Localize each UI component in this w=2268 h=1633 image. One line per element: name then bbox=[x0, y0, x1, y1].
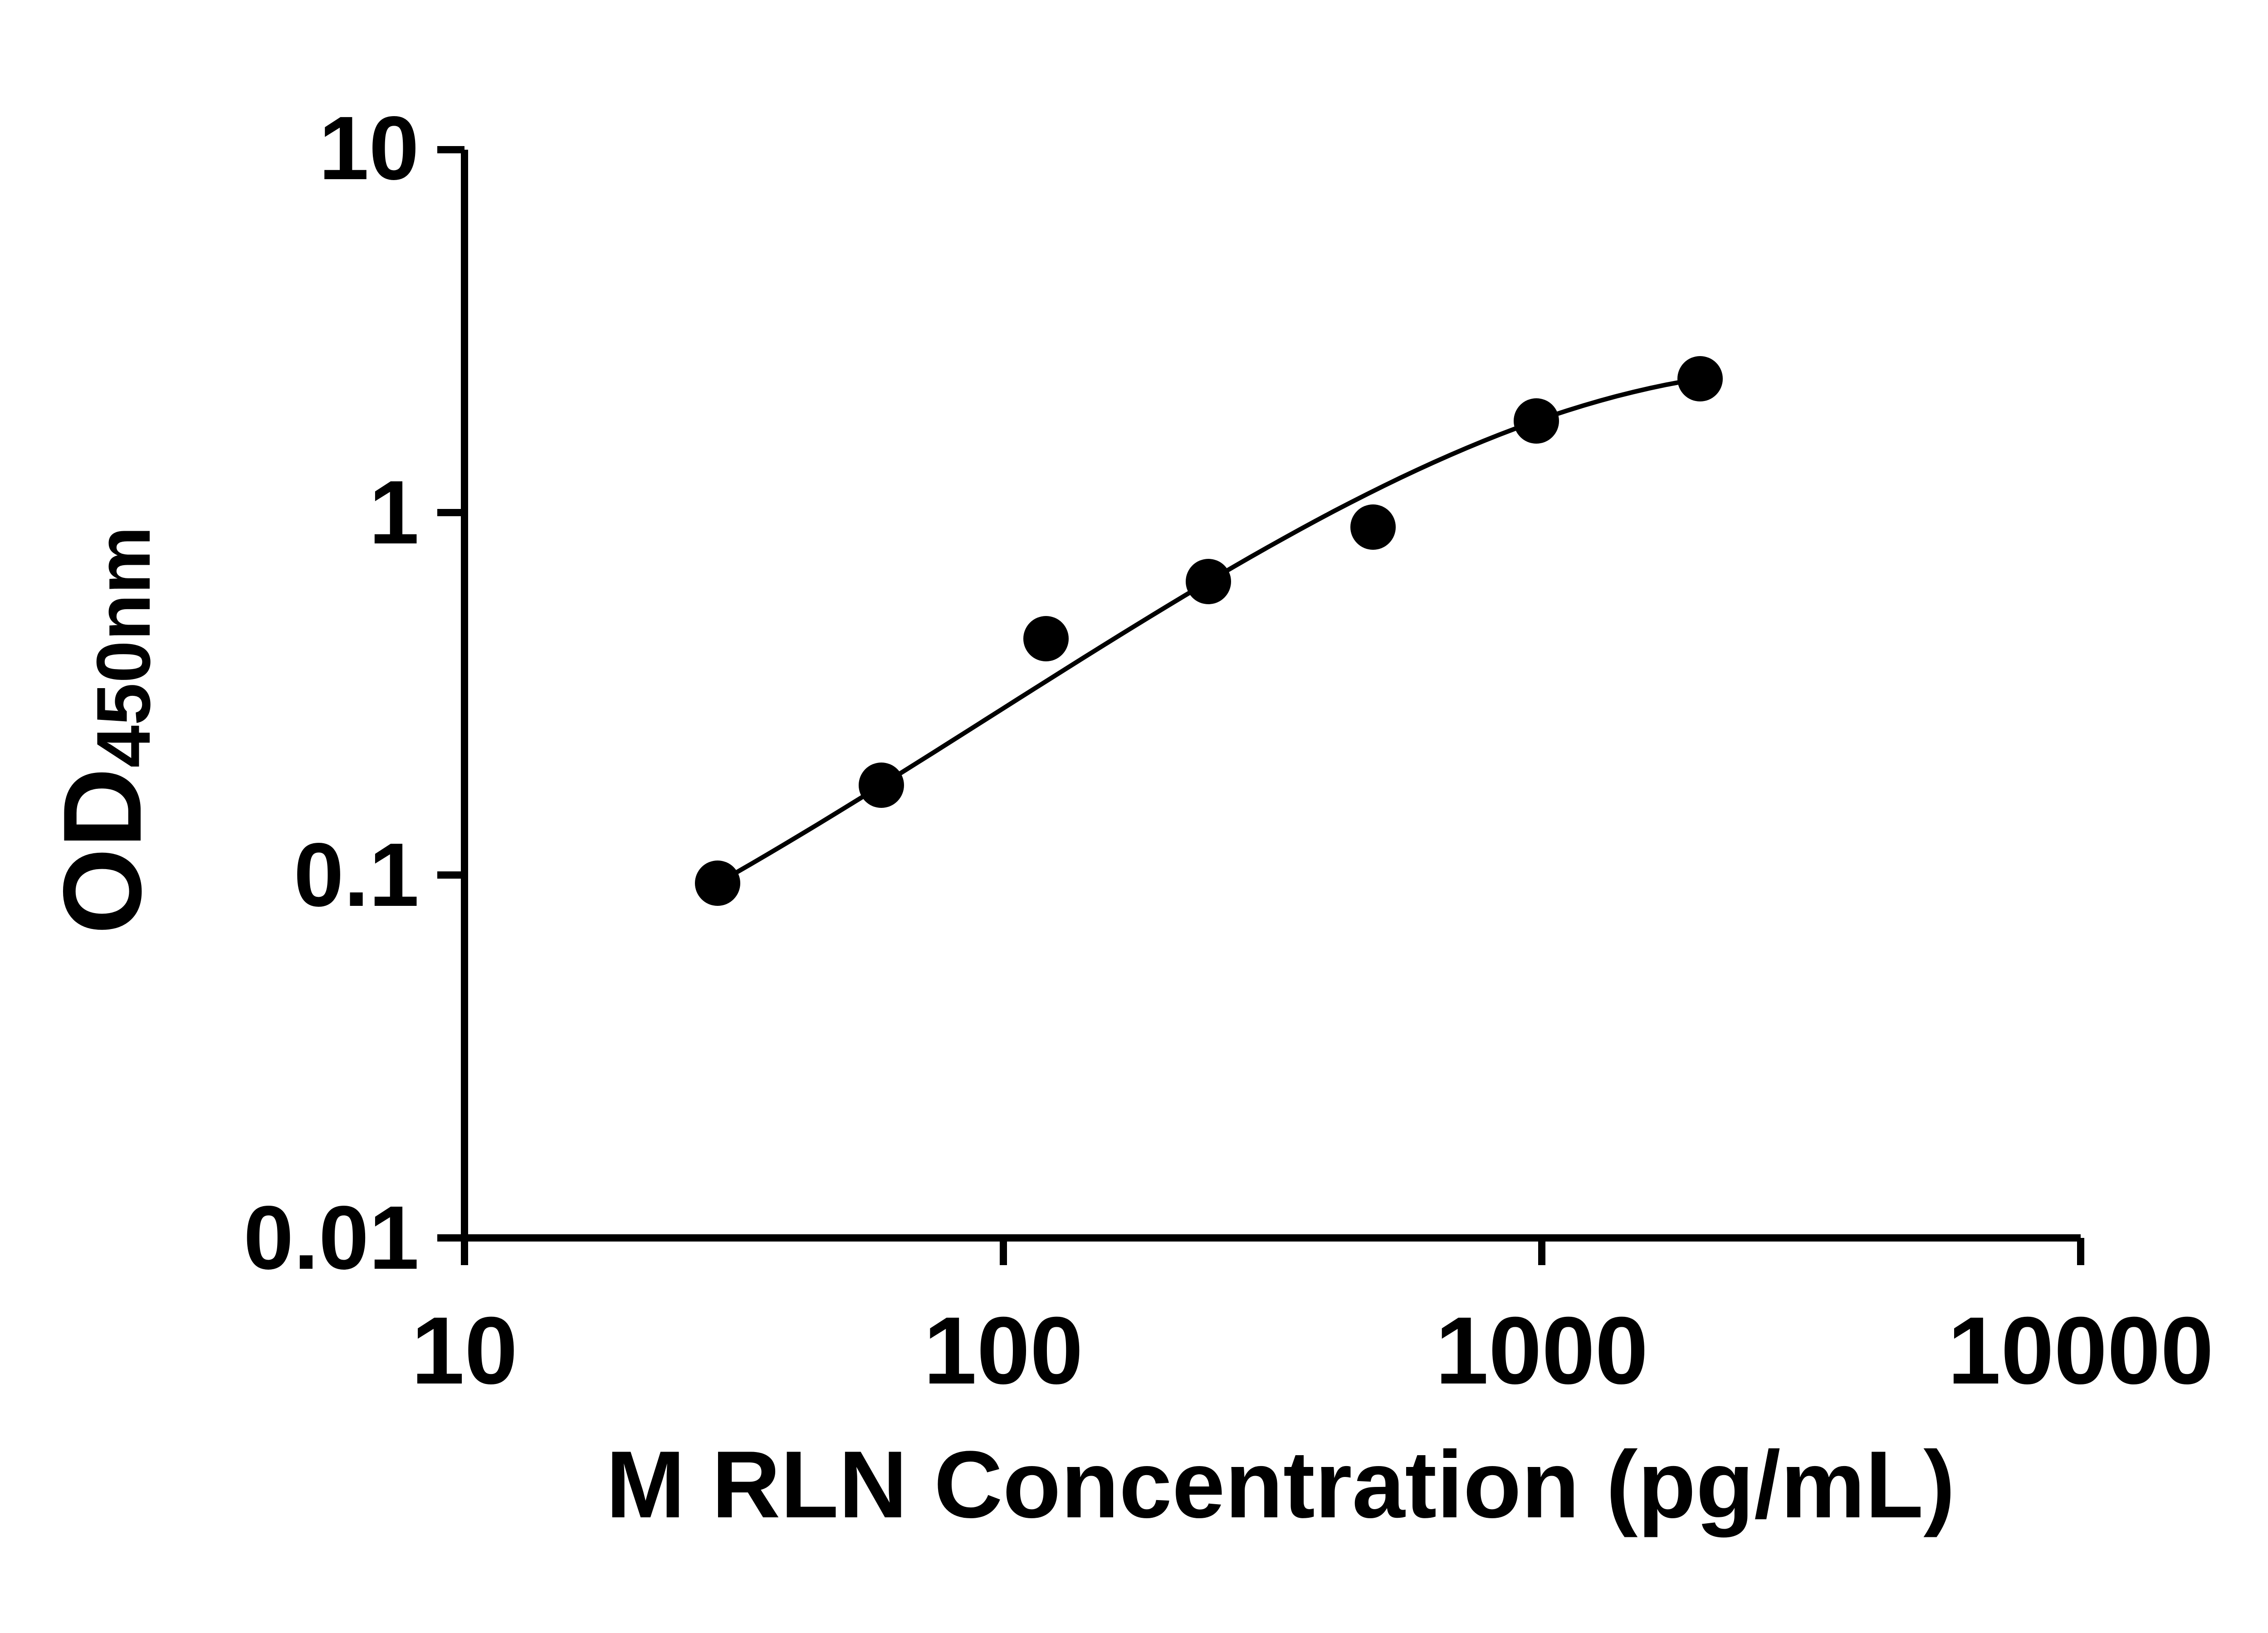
svg-text:0.01: 0.01 bbox=[244, 1188, 419, 1288]
svg-text:10000: 10000 bbox=[1948, 1297, 2214, 1404]
svg-text:10: 10 bbox=[319, 98, 419, 199]
svg-text:10: 10 bbox=[411, 1297, 518, 1404]
svg-text:100: 100 bbox=[924, 1297, 1083, 1404]
svg-text:M RLN Concentration (pg/mL): M RLN Concentration (pg/mL) bbox=[606, 1431, 1955, 1538]
svg-text:1: 1 bbox=[369, 462, 419, 563]
svg-text:1000: 1000 bbox=[1435, 1297, 1648, 1404]
svg-text:0.1: 0.1 bbox=[293, 825, 419, 925]
